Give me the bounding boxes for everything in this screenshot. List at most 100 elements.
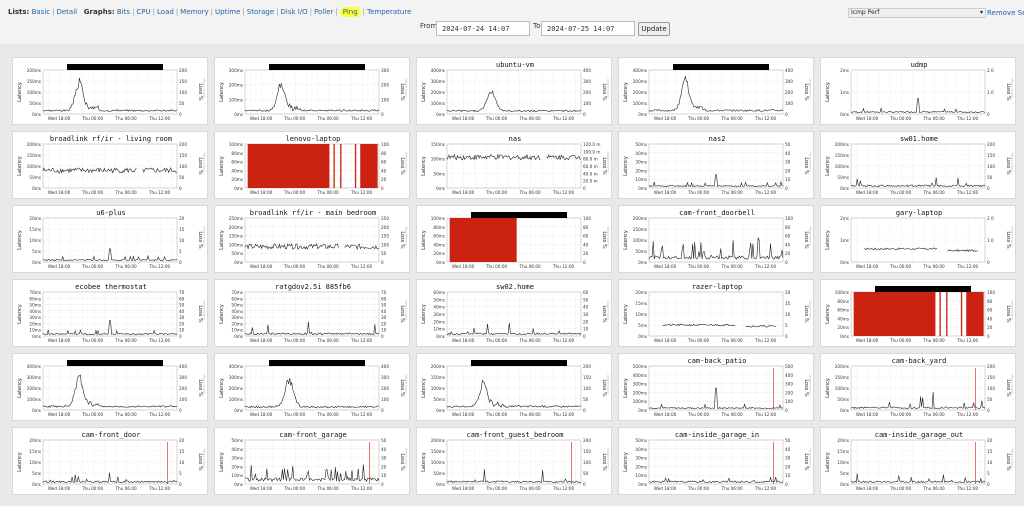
y2-tick-label: 60	[583, 290, 589, 295]
y2-tick-label: 250	[381, 216, 389, 221]
ping-graph-card[interactable]: 2ms 1ms 0ms 2.0 1.0 0 Wed 18:00 Thu 00:00 Thu 06…	[820, 57, 1016, 125]
update-button[interactable]: Update	[638, 22, 670, 36]
to-date-input[interactable]: 2024-07-25 14:07	[541, 21, 635, 36]
y2-tick-label: 40	[381, 447, 387, 452]
nav-link-storage[interactable]: Storage	[246, 8, 275, 16]
ping-graph-card[interactable]: 200ms 150ms 100ms 50ms 0ms 200 150 100 50 0 Wed 18…	[820, 353, 1016, 421]
y2-tick-label: 20	[785, 464, 791, 469]
x-tick-label: Thu 12:00	[148, 338, 171, 343]
side-tag: Observium	[404, 152, 408, 172]
y2-tick-label: 80.0 m	[583, 157, 598, 162]
ping-graph-card[interactable]: 60ms 50ms 40ms 30ms 20ms 10ms 0ms 60 50 40 30 20 10 0…	[416, 279, 612, 347]
y2-axis-label: Loss %	[197, 453, 203, 471]
nav-link-memory[interactable]: Memory	[180, 8, 209, 16]
ping-graph-card[interactable]: 400ms 300ms 200ms 100ms 0ms 400 300 200 100 0 Wed …	[618, 57, 814, 125]
x-tick-label: Thu 12:00	[754, 190, 777, 195]
nav-link-basic[interactable]: Basic	[31, 8, 51, 16]
ping-graph-card[interactable]: 70ms 60ms 50ms 40ms 30ms 20ms 10ms 0ms 70 60 50 40 3…	[12, 279, 208, 347]
y-tick-label: 0ms	[840, 112, 849, 117]
ping-graph-card[interactable]: 500ms 400ms 300ms 200ms 100ms 0ms 500 400 300 200…	[618, 353, 814, 421]
ping-graph-card[interactable]: 200ms 150ms 100ms 50ms 0ms 200 150 100 50 0 Wed 18…	[820, 131, 1016, 199]
y-tick-label: 150ms	[431, 375, 445, 380]
ping-graph-card[interactable]: 200ms 150ms 100ms 50ms 0ms 200 150 100 50 0 Wed 18…	[12, 131, 208, 199]
ping-graph-card[interactable]: 100ms 80ms 60ms 40ms 20ms 0ms 100 80 60 40 20 0 Wed …	[416, 205, 612, 273]
ping-graph-card[interactable]: 200ms 150ms 100ms 50ms 0ms 200 150 100 50 0 Wed 18…	[12, 57, 208, 125]
ping-graph-card[interactable]: 150ms 100ms 50ms 0ms 120.0 m 100.0 m 80.0 m 60.…	[416, 131, 612, 199]
x-tick-label: Thu 12:00	[350, 190, 373, 195]
ping-graph-card[interactable]: 20ms 15ms 10ms 5ms 0ms 20 15 10 5 0 Wed 18:00 Thu 0…	[820, 427, 1016, 495]
from-date-input[interactable]: 2024-07-24 14:07	[436, 21, 530, 36]
nav-link-cpu[interactable]: CPU	[136, 8, 151, 16]
y2-tick-label: 150	[381, 234, 389, 239]
y2-tick-label: 300	[785, 382, 793, 387]
x-tick-label: Thu 06:00	[720, 486, 743, 491]
y-axis-label: Latency	[623, 156, 629, 176]
ping-graph-card[interactable]: 200ms 150ms 100ms 50ms 0ms 200 150 100 50 0 Wed 18…	[416, 353, 612, 421]
y-tick-label: 40ms	[433, 305, 445, 310]
y2-tick-label: 400	[583, 68, 591, 73]
graph-type-select[interactable]: Icmp Perf ▾	[848, 8, 986, 18]
y2-tick-label: 150	[583, 449, 591, 454]
ping-graph-card[interactable]: 50ms 40ms 30ms 20ms 10ms 0ms 50 40 30 20 10 0 Wed 18…	[214, 427, 410, 495]
y2-tick-label: 60	[583, 234, 589, 239]
ping-graph-card[interactable]: 400ms 300ms 200ms 100ms 0ms 400 300 200 100 0 Wed …	[214, 353, 410, 421]
y-tick-label: 200ms	[27, 68, 41, 73]
ping-graph-card[interactable]: 100ms 80ms 60ms 40ms 20ms 0ms 100 80 60 40 20 0 Wed …	[214, 131, 410, 199]
ping-graph-card[interactable]: 20ms 15ms 10ms 5ms 0ms 20 15 10 5 0 Wed 18:00 Thu 0…	[12, 427, 208, 495]
nav-link-poller[interactable]: Poller	[314, 8, 334, 16]
ping-graph-card[interactable]: 250ms 200ms 150ms 100ms 50ms 0ms 250 200 150 100 5…	[214, 205, 410, 273]
y2-tick-label: 30	[583, 312, 589, 317]
nav-link-uptime[interactable]: Uptime	[215, 8, 241, 16]
ping-graph: 250ms 200ms 150ms 100ms 50ms 0ms 250 200 150 100 5…	[219, 216, 408, 269]
x-tick-label: Wed 18:00	[452, 264, 475, 269]
side-tag: Observium	[404, 78, 408, 98]
side-tag: Observium	[606, 226, 610, 246]
nav-link-detail[interactable]: Detail	[56, 8, 78, 16]
nav-link-bits[interactable]: Bits	[116, 8, 131, 16]
nav-link-disk-io[interactable]: Disk I/O	[280, 8, 308, 16]
y2-tick-label: 100	[987, 386, 995, 391]
y-tick-label: 40ms	[29, 309, 41, 314]
y2-tick-label: 80	[987, 299, 993, 304]
y-tick-label: 0ms	[638, 112, 647, 117]
y2-tick-label: 20	[179, 321, 185, 326]
ping-graph: 300ms 200ms 100ms 0ms 300 200 100 0 Wed 18:00 Thu…	[219, 68, 408, 121]
y-axis-label: Latency	[17, 82, 23, 102]
graph-title: broadlink rf/ir - living room	[49, 135, 173, 143]
nav-link-temperature[interactable]: Temperature	[367, 8, 412, 16]
ping-graph-card[interactable]: 2ms 1ms 0ms 2.0 1.0 0 Wed 18:00 Thu 00:00 Thu 06…	[820, 205, 1016, 273]
ping-graph-card[interactable]: 50ms 40ms 30ms 20ms 10ms 0ms 50 40 30 20 10 0 Wed 18…	[618, 427, 814, 495]
y2-tick-label: 20	[785, 290, 791, 295]
ping-graph-card[interactable]: 400ms 300ms 200ms 100ms 0ms 400 300 200 100 0 Wed …	[12, 353, 208, 421]
remove-search-link[interactable]: Remove Sea	[987, 9, 1024, 17]
ping-graph-card[interactable]: 200ms 150ms 100ms 50ms 0ms 100 80 60 40 20 0 Wed 18…	[618, 205, 814, 273]
ping-graph-card[interactable]: 20ms 15ms 10ms 5ms 0ms 20 15 10 5 0 Wed 18:00 Thu 0…	[12, 205, 208, 273]
ping-graph: 100ms 80ms 60ms 40ms 20ms 0ms 100 80 60 40 20 0 Wed …	[825, 290, 1014, 343]
graph-title: gary-laptop	[895, 209, 943, 217]
y2-tick-label: 15	[785, 301, 791, 306]
side-tag: Observium	[606, 374, 610, 394]
ping-graph-card[interactable]: 20ms 15ms 10ms 5ms 0ms 20 15 10 5 0 Wed 18:00 Thu 0…	[618, 279, 814, 347]
ping-graph-card[interactable]: 300ms 200ms 100ms 0ms 300 200 100 0 Wed 18:00 Thu…	[214, 57, 410, 125]
ping-graph-card[interactable]: 400ms 300ms 200ms 100ms 0ms 400 300 200 100 0 Wed …	[416, 57, 612, 125]
y2-tick-label: 50	[583, 297, 589, 302]
nav-link-load[interactable]: Load	[157, 8, 174, 16]
x-tick-label: Thu 06:00	[518, 116, 541, 121]
ping-graph-card[interactable]: 50ms 40ms 30ms 20ms 10ms 0ms 50 40 30 20 10 0 Wed 18…	[618, 131, 814, 199]
ping-graph-card[interactable]: 200ms 150ms 100ms 50ms 0ms 200 150 100 50 0 Wed 18…	[416, 427, 612, 495]
y-tick-label: 0ms	[638, 482, 647, 487]
ping-graph: 20ms 15ms 10ms 5ms 0ms 20 15 10 5 0 Wed 18:00 Thu 0…	[623, 290, 812, 343]
nav-link-ping[interactable]: Ping	[339, 7, 361, 17]
y-tick-label: 50ms	[29, 175, 41, 180]
x-tick-label: Thu 00:00	[81, 486, 104, 491]
y2-axis-label: Loss %	[1005, 379, 1011, 397]
latency-line	[850, 177, 986, 188]
y-tick-label: 20ms	[635, 290, 647, 295]
ping-graph-card[interactable]: 100ms 80ms 60ms 40ms 20ms 0ms 100 80 60 40 20 0 Wed …	[820, 279, 1016, 347]
y2-tick-label: 300	[179, 375, 187, 380]
x-tick-label: Thu 12:00	[350, 486, 373, 491]
y2-tick-label: 2.0	[987, 216, 994, 221]
y-tick-label: 10ms	[29, 460, 41, 465]
y-tick-label: 30ms	[231, 315, 243, 320]
ping-graph-card[interactable]: 70ms 60ms 50ms 40ms 30ms 20ms 10ms 0ms 70 60 50 40 3…	[214, 279, 410, 347]
